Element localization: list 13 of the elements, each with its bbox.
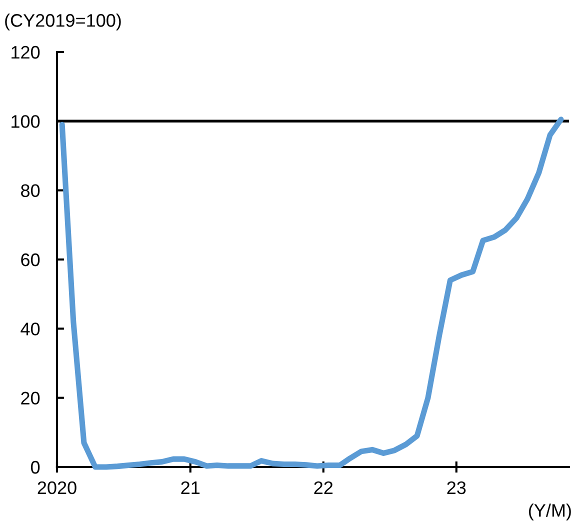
y-tick-label: 100 bbox=[12, 115, 40, 128]
x-tick-label: 22 bbox=[314, 481, 333, 494]
y-tick-label: 120 bbox=[12, 46, 40, 59]
x-axis-title: (Y/M) bbox=[528, 504, 571, 520]
y-tick-label: 80 bbox=[21, 184, 40, 198]
x-tick-label: 2020 bbox=[38, 481, 76, 494]
x-tick-label: 23 bbox=[447, 481, 466, 494]
y-tick-label: 20 bbox=[21, 392, 40, 405]
y-axis-title: (CY2019=100) bbox=[5, 14, 121, 30]
y-tick-label: 60 bbox=[21, 253, 40, 266]
y-tick-label: 40 bbox=[20, 322, 40, 336]
x-tick-label: 21 bbox=[181, 481, 200, 494]
y-tick-label: 0 bbox=[31, 460, 40, 474]
